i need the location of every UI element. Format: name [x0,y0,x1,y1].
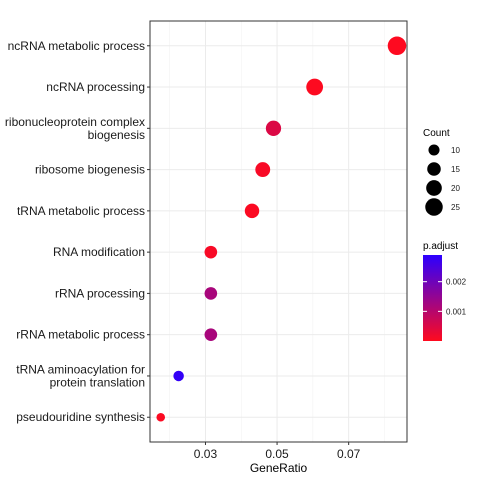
size-legend-label: 25 [451,203,460,212]
data-point [265,120,282,136]
data-point [255,162,271,178]
size-legend: Count 10 15 20 25 [423,128,460,216]
data-point [156,412,166,422]
panel-background [150,21,407,442]
y-tick-label: tRNA metabolic process [17,204,145,218]
grid-layer [150,21,407,442]
size-legend-key [428,144,440,156]
y-tick-label: rRNA processing [55,286,145,300]
data-point [204,245,218,259]
y-tick-label: ncRNA processing [46,80,145,94]
x-tick-label: 0.03 [194,447,218,461]
size-legend-label: 10 [451,146,460,155]
color-legend-bar [423,255,442,341]
size-legend-key [427,162,441,176]
size-legend-label: 20 [451,184,460,193]
color-legend-label: 0.001 [446,307,467,316]
y-axis: pseudouridine synthesis tRNA aminoacylati… [5,39,150,424]
y-tick-label: RNA modification [53,245,145,259]
color-legend-title: p.adjust [423,241,458,252]
y-tick-label: ribosome biogenesis [35,163,145,177]
data-point [173,370,184,382]
color-legend-label: 0.002 [446,278,467,287]
panel-border [149,20,408,443]
data-point [387,36,407,56]
size-legend-title: Count [423,128,450,139]
color-legend: p.adjust 0.001 0.002 [423,241,467,341]
size-legend-key [425,198,443,216]
x-tick-label: 0.05 [265,447,289,461]
data-point [204,328,218,341]
y-tick-label: ribonucleoprotein complex biogenesis [5,115,145,142]
y-tick-label: pseudouridine synthesis [16,410,145,424]
data-point [204,287,218,300]
y-tick-label: ncRNA metabolic process [8,39,145,53]
x-axis: 0.03 0.05 0.07 [194,442,361,461]
x-tick-label: 0.07 [337,447,361,461]
points-layer [156,36,407,422]
data-point [244,203,260,219]
x-axis-label: GeneRatio [250,461,308,475]
y-tick-label: tRNA aminoacylation for protein translati… [16,362,145,389]
y-tick-label: rRNA metabolic process [16,328,145,342]
data-point [306,78,324,96]
size-legend-label: 15 [451,165,460,174]
size-legend-key [426,180,442,196]
